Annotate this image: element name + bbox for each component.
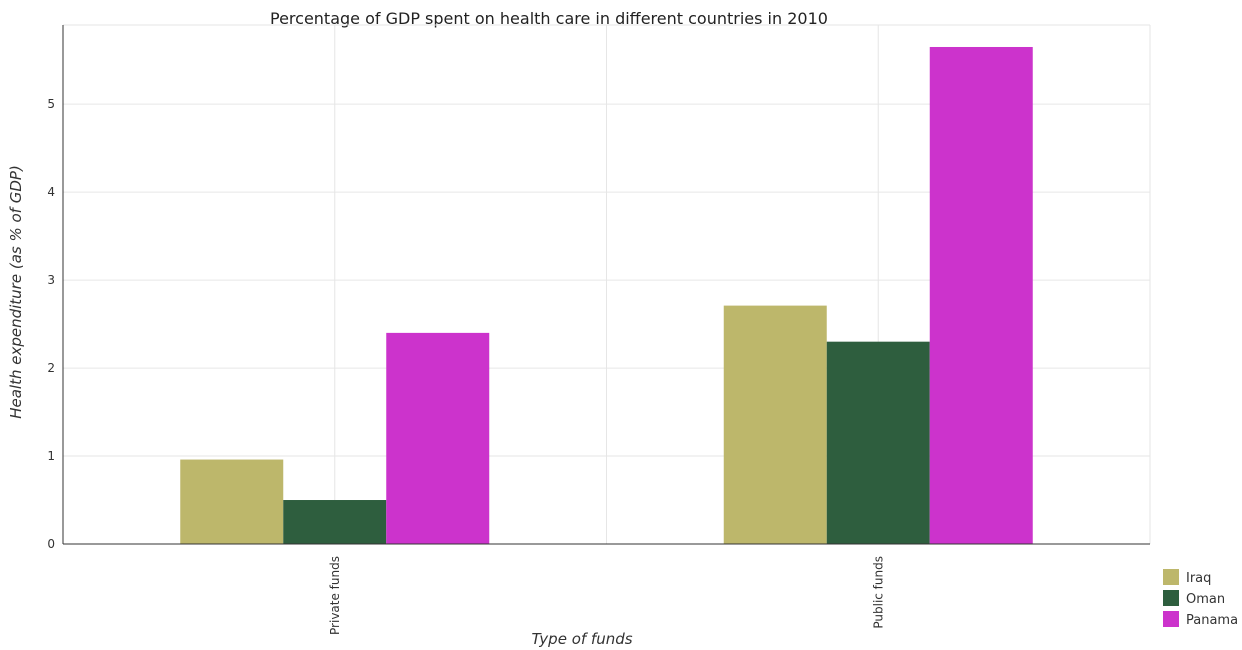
y-axis-label: Health expenditure (as % of GDP)	[7, 165, 25, 419]
y-tick-label: 4	[47, 185, 55, 199]
legend-swatch-panama	[1163, 611, 1179, 627]
y-tick-label: 0	[47, 537, 55, 551]
legend-swatch-iraq	[1163, 569, 1179, 585]
bar-panama	[386, 332, 490, 544]
bar-oman	[283, 500, 387, 544]
bar-oman	[826, 341, 930, 544]
bar-iraq	[723, 305, 827, 544]
bar-iraq	[180, 459, 284, 544]
bar-panama	[929, 46, 1033, 545]
legend-label-iraq: Iraq	[1186, 571, 1211, 586]
legend-label-panama: Panama	[1186, 613, 1238, 628]
y-tick-label: 5	[47, 97, 55, 111]
legend-label-oman: Oman	[1186, 592, 1225, 607]
x-tick-label: Private funds	[328, 556, 342, 635]
x-axis-label: Type of funds	[531, 630, 632, 648]
legend-swatch-oman	[1163, 590, 1179, 606]
y-tick-label: 3	[47, 273, 55, 287]
legend: Iraq Oman Panama	[1163, 569, 1238, 628]
y-tick-label: 1	[47, 449, 55, 463]
x-tick-label: Public funds	[871, 556, 885, 629]
bars	[180, 46, 1033, 545]
axes: 0 1 2 3 4 5 Private funds Public funds	[47, 25, 1150, 635]
chart-title: Percentage of GDP spent on health care i…	[270, 9, 828, 28]
y-tick-label: 2	[47, 361, 55, 375]
